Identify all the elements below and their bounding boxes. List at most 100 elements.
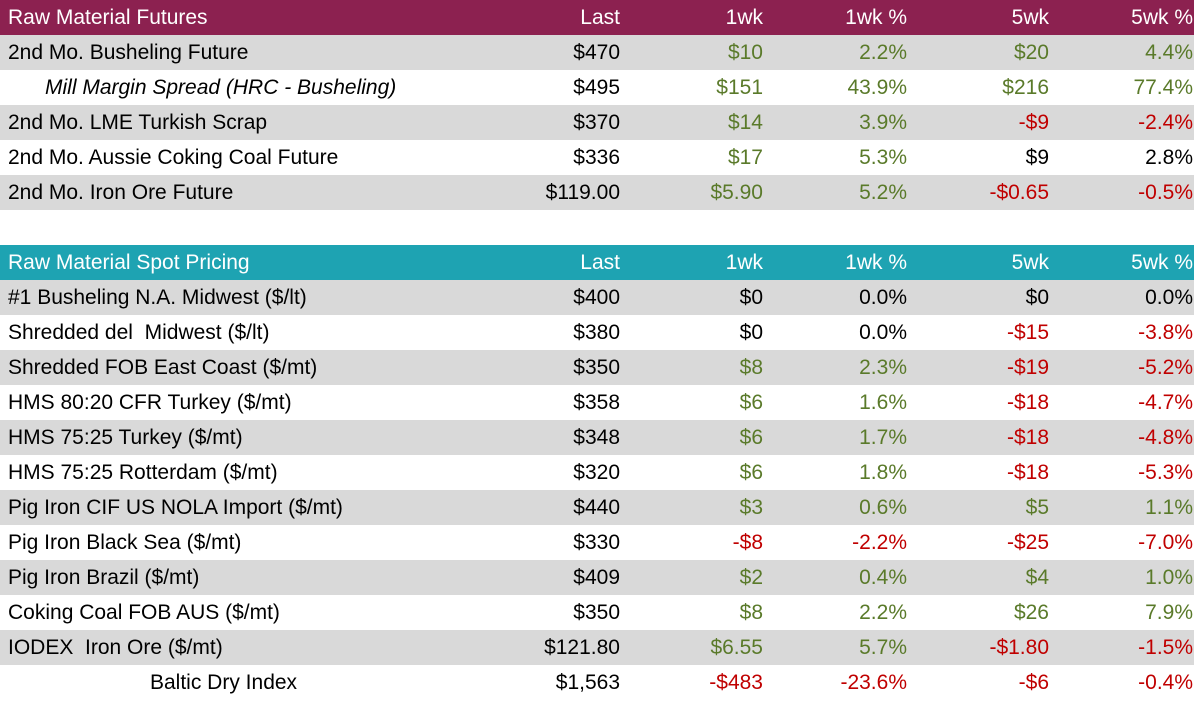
table-row: Shredded FOB East Coast ($/mt) $350 $8 2.3%… xyxy=(0,350,1194,385)
row-label: 2nd Mo. Iron Ore Future xyxy=(8,181,234,204)
row-label: Pig Iron Black Sea ($/mt) xyxy=(8,531,242,554)
table-row: Shredded del Midwest ($/lt) $380 $0 0.0% -$1… xyxy=(0,315,1194,350)
column-header: 1wk xyxy=(725,6,763,29)
value-cell: $8 xyxy=(739,601,763,624)
value-cell: -$8 xyxy=(732,531,763,554)
value-cell: $400 xyxy=(573,286,620,309)
value-cell: $380 xyxy=(573,321,620,344)
value-cell: -$483 xyxy=(709,671,763,694)
value-cell: 7.9% xyxy=(1145,601,1193,624)
value-cell: $336 xyxy=(573,146,620,169)
value-cell: $5 xyxy=(1025,496,1049,519)
value-cell: -2.4% xyxy=(1138,111,1193,134)
value-cell: $348 xyxy=(573,426,620,449)
row-label: #1 Busheling N.A. Midwest ($/lt) xyxy=(8,286,307,309)
row-label: HMS 80:20 CFR Turkey ($/mt) xyxy=(8,391,292,414)
value-cell: 1.1% xyxy=(1145,496,1193,519)
table-row: Coking Coal FOB AUS ($/mt) $350 $8 2.2% $26 7… xyxy=(0,595,1194,630)
value-cell: $6.55 xyxy=(710,636,763,659)
column-header: 5wk % xyxy=(1131,251,1193,274)
value-cell: $409 xyxy=(573,566,620,589)
value-cell: $14 xyxy=(727,111,763,134)
table-row: 2nd Mo. Busheling Future $470 $10 2.2% $20 4.… xyxy=(0,35,1194,70)
value-cell: -$6 xyxy=(1018,671,1049,694)
section-title: Raw Material Spot Pricing xyxy=(8,251,250,274)
value-cell: $3 xyxy=(739,496,763,519)
value-cell: $320 xyxy=(573,461,620,484)
section-title: Raw Material Futures xyxy=(8,6,208,29)
value-cell: $6 xyxy=(739,391,763,414)
value-cell: -$15 xyxy=(1006,321,1049,344)
value-cell: $6 xyxy=(739,461,763,484)
value-cell: $330 xyxy=(573,531,620,554)
row-label: 2nd Mo. Aussie Coking Coal Future xyxy=(8,146,339,169)
value-cell: 2.8% xyxy=(1145,146,1193,169)
column-header: Last xyxy=(580,251,620,274)
table-row: IODEX Iron Ore ($/mt) $121.80 $6.55 5.7% -$1… xyxy=(0,630,1194,665)
value-cell: $0 xyxy=(739,286,763,309)
table-row: HMS 75:25 Turkey ($/mt) $348 $6 1.7% -$18 -4.… xyxy=(0,420,1194,455)
table-row: Baltic Dry Index $1,563 -$483 -23.6% -$6 -0.4… xyxy=(0,665,1194,700)
value-cell: -7.0% xyxy=(1138,531,1193,554)
value-cell: 2.2% xyxy=(859,41,907,64)
value-cell: $350 xyxy=(573,356,620,379)
value-cell: $1,563 xyxy=(555,671,620,694)
value-cell: -$19 xyxy=(1006,356,1049,379)
table-row: Pig Iron CIF US NOLA Import ($/mt) $440 $3… xyxy=(0,490,1194,525)
column-header: 5wk xyxy=(1011,251,1049,274)
value-cell: -2.2% xyxy=(852,531,907,554)
value-cell: $4 xyxy=(1025,566,1049,589)
value-cell: $2 xyxy=(739,566,763,589)
value-cell: 0.6% xyxy=(859,496,907,519)
value-cell: -4.7% xyxy=(1138,391,1193,414)
table-row: HMS 80:20 CFR Turkey ($/mt) $358 $6 1.6% -$1… xyxy=(0,385,1194,420)
table-row: Pig Iron Brazil ($/mt) $409 $2 0.4% $4 1.0% xyxy=(0,560,1194,595)
value-cell: $6 xyxy=(739,426,763,449)
value-cell: $216 xyxy=(1002,76,1049,99)
value-cell: $5.90 xyxy=(710,181,763,204)
value-cell: 1.0% xyxy=(1145,566,1193,589)
row-label: Shredded del Midwest ($/lt) xyxy=(8,321,270,344)
value-cell: $151 xyxy=(716,76,763,99)
value-cell: -0.4% xyxy=(1138,671,1193,694)
table-row: Mill Margin Spread (HRC - Busheling) $495… xyxy=(0,70,1194,105)
value-cell: -5.3% xyxy=(1138,461,1193,484)
value-cell: -$0.65 xyxy=(989,181,1049,204)
value-cell: -5.2% xyxy=(1138,356,1193,379)
value-cell: 0.0% xyxy=(1145,286,1193,309)
value-cell: 0.4% xyxy=(859,566,907,589)
table-row: 2nd Mo. Aussie Coking Coal Future $336 $17… xyxy=(0,140,1194,175)
value-cell: -$18 xyxy=(1006,426,1049,449)
value-cell: 4.4% xyxy=(1145,41,1193,64)
row-label: Pig Iron CIF US NOLA Import ($/mt) xyxy=(8,496,343,519)
row-label: Baltic Dry Index xyxy=(150,671,298,694)
row-label: Pig Iron Brazil ($/mt) xyxy=(8,566,200,589)
value-cell: $119.00 xyxy=(545,181,620,204)
value-cell: $17 xyxy=(727,146,763,169)
value-cell: 1.6% xyxy=(859,391,907,414)
value-cell: 2.3% xyxy=(859,356,907,379)
value-cell: -$25 xyxy=(1006,531,1049,554)
value-cell: $0 xyxy=(739,321,763,344)
value-cell: $358 xyxy=(573,391,620,414)
value-cell: 77.4% xyxy=(1133,76,1193,99)
row-label: Shredded FOB East Coast ($/mt) xyxy=(8,356,318,379)
column-header: 1wk xyxy=(725,251,763,274)
value-cell: -23.6% xyxy=(840,671,907,694)
row-label: IODEX Iron Ore ($/mt) xyxy=(8,636,223,659)
value-cell: 0.0% xyxy=(859,286,907,309)
value-cell: 1.7% xyxy=(859,426,907,449)
value-cell: $20 xyxy=(1013,41,1049,64)
value-cell: -$18 xyxy=(1006,391,1049,414)
value-cell: -1.5% xyxy=(1138,636,1193,659)
value-cell: $10 xyxy=(727,41,763,64)
table-row: #1 Busheling N.A. Midwest ($/lt) $400 $0 0.… xyxy=(0,280,1194,315)
value-cell: 2.2% xyxy=(859,601,907,624)
value-cell: $9 xyxy=(1025,146,1049,169)
value-cell: 5.2% xyxy=(859,181,907,204)
value-cell: -0.5% xyxy=(1138,181,1193,204)
value-cell: -$9 xyxy=(1018,111,1049,134)
row-label: Coking Coal FOB AUS ($/mt) xyxy=(8,601,280,624)
value-cell: 5.7% xyxy=(859,636,907,659)
